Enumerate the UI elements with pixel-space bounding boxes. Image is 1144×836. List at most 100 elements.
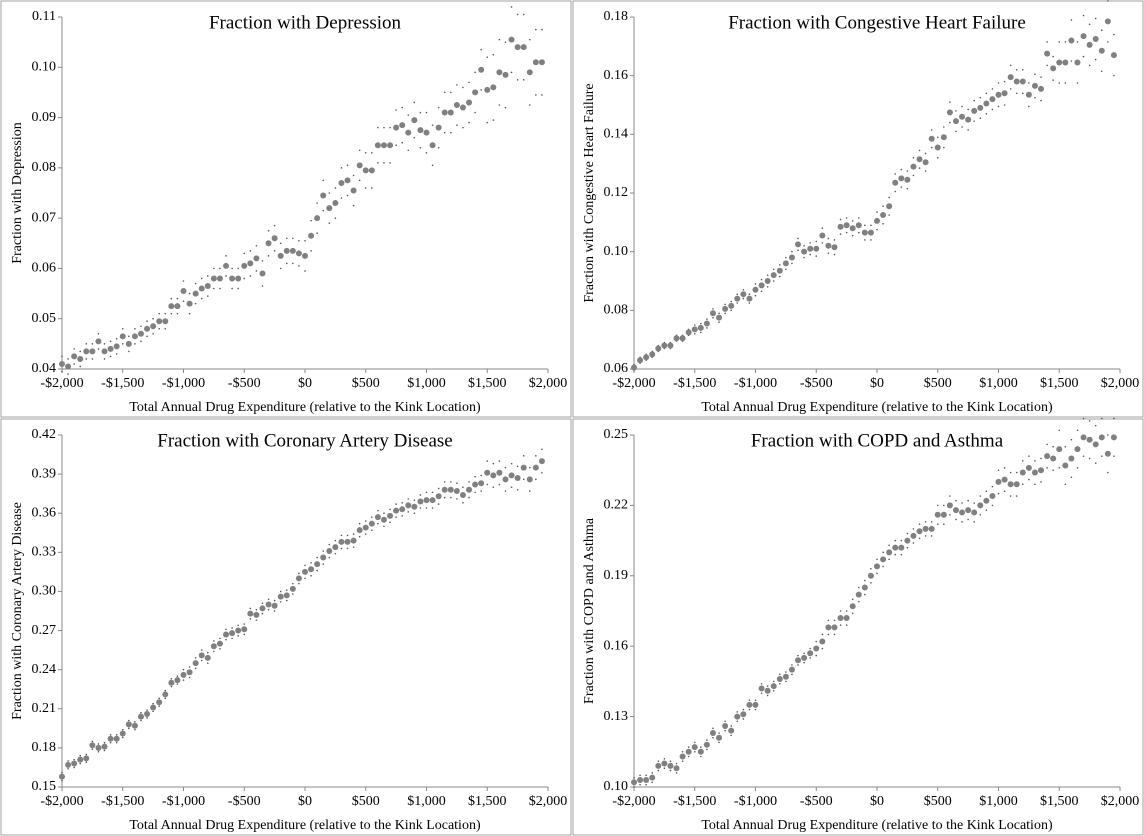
ci-upper xyxy=(943,126,945,128)
y-tick-label: 0.42 xyxy=(32,427,57,442)
point xyxy=(959,509,966,516)
ci-lower xyxy=(845,624,848,626)
ci-lower xyxy=(1034,483,1036,486)
point xyxy=(405,502,412,509)
ci-upper xyxy=(1064,445,1067,448)
point xyxy=(922,159,929,166)
ci-upper xyxy=(1058,429,1061,432)
ci-upper xyxy=(1034,460,1036,462)
y-tick-label: 0.10 xyxy=(604,779,629,794)
ci-upper xyxy=(73,348,75,350)
point xyxy=(417,127,424,134)
ci-lower xyxy=(261,612,264,615)
y-axis-label: Fraction with Congestive Heart Failure xyxy=(582,83,597,302)
x-tick-label: -$2,000 xyxy=(612,376,655,391)
ci-lower xyxy=(997,492,1000,495)
point xyxy=(764,278,771,284)
ci-lower xyxy=(736,720,739,723)
ci-upper xyxy=(1076,429,1079,432)
point xyxy=(1104,18,1111,25)
ci-lower xyxy=(364,187,367,189)
point xyxy=(374,514,381,521)
ci-lower xyxy=(1070,476,1073,479)
point xyxy=(746,295,753,302)
ci-lower xyxy=(1040,481,1042,483)
ci-lower xyxy=(443,496,446,499)
point xyxy=(916,528,923,535)
ci-lower xyxy=(772,689,775,692)
point xyxy=(940,134,947,141)
point xyxy=(758,282,765,289)
point xyxy=(1031,82,1038,89)
ci-upper xyxy=(1003,467,1006,469)
point xyxy=(113,735,120,742)
ci-upper xyxy=(474,475,476,478)
point xyxy=(150,323,157,330)
ci-upper xyxy=(528,466,531,469)
ci-lower xyxy=(815,654,818,657)
ci-upper xyxy=(669,760,672,762)
point xyxy=(1050,455,1057,462)
ci-lower xyxy=(918,537,921,540)
point xyxy=(655,762,662,769)
point xyxy=(977,502,984,509)
ci-lower xyxy=(401,515,404,517)
point xyxy=(399,122,406,129)
ci-lower xyxy=(864,239,866,241)
ci-upper xyxy=(833,619,836,622)
ci-upper xyxy=(492,462,495,465)
ci-upper xyxy=(310,219,312,222)
ci-lower xyxy=(176,683,179,685)
ci-lower xyxy=(1113,74,1115,77)
point xyxy=(65,761,72,768)
ci-upper xyxy=(225,255,227,257)
point xyxy=(490,472,497,479)
ci-upper xyxy=(377,126,379,129)
point xyxy=(1086,41,1093,48)
ci-lower xyxy=(936,523,939,525)
point xyxy=(831,244,838,251)
point xyxy=(1031,469,1038,476)
ci-lower xyxy=(443,131,446,134)
y-tick-label: 0.08 xyxy=(32,160,57,175)
x-tick-label: -$1,000 xyxy=(734,376,777,391)
panel-frame xyxy=(572,0,1144,418)
ci-lower xyxy=(358,179,361,182)
ci-lower xyxy=(182,679,185,681)
ci-lower xyxy=(492,119,495,121)
ci-lower xyxy=(955,130,957,133)
point xyxy=(746,701,753,708)
point xyxy=(691,326,698,333)
ci-upper xyxy=(760,278,763,281)
ci-lower xyxy=(639,783,641,786)
ci-lower xyxy=(194,302,197,305)
ci-upper xyxy=(419,111,422,114)
point xyxy=(210,275,217,282)
ci-lower xyxy=(395,144,397,147)
ci-lower xyxy=(888,558,890,561)
ci-upper xyxy=(383,512,385,515)
ci-lower xyxy=(742,718,745,720)
ci-lower xyxy=(346,547,349,550)
ci-upper xyxy=(894,173,897,175)
ci-lower xyxy=(364,533,367,535)
ci-upper xyxy=(492,53,495,56)
point xyxy=(125,340,132,347)
point xyxy=(673,335,680,342)
ci-lower xyxy=(91,748,94,750)
ci-upper xyxy=(535,28,537,31)
point xyxy=(186,669,193,676)
ci-upper xyxy=(431,124,434,126)
ci-upper xyxy=(1058,41,1061,43)
ci-lower xyxy=(73,363,75,365)
ci-lower xyxy=(1113,455,1115,457)
point xyxy=(156,699,163,706)
ci-lower xyxy=(906,187,909,190)
ci-lower xyxy=(358,535,361,538)
point xyxy=(387,512,394,519)
point xyxy=(649,351,656,358)
point xyxy=(119,333,126,340)
point xyxy=(722,722,729,729)
ci-lower xyxy=(803,256,805,259)
ci-lower xyxy=(431,507,434,509)
